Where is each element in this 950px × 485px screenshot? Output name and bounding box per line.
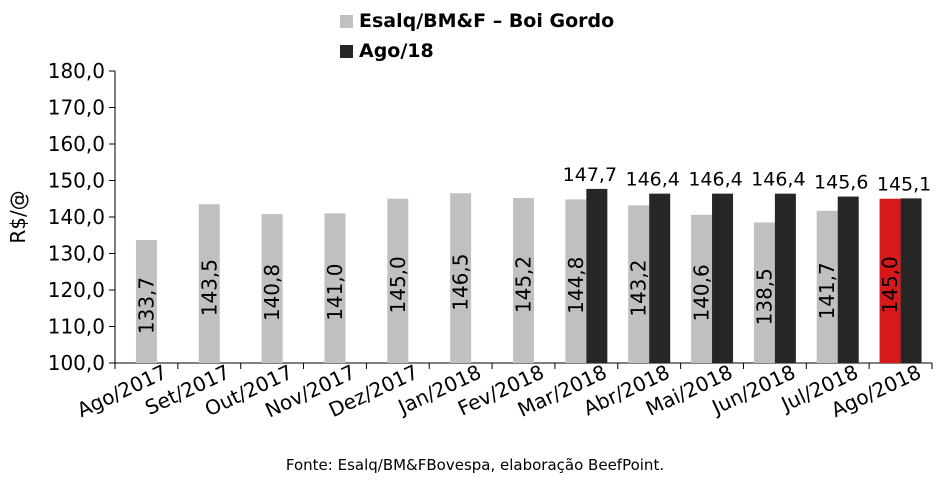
data-label-esalq: 145,0 bbox=[878, 256, 902, 313]
legend-label-esalq: Esalq/BM&F – Boi Gordo bbox=[359, 10, 615, 32]
bar-esalq bbox=[691, 214, 713, 363]
data-label-esalq: 143,5 bbox=[197, 259, 221, 316]
bar-esalq bbox=[135, 239, 157, 363]
data-label-ago18: 146,4 bbox=[688, 169, 742, 191]
bar-esalq bbox=[261, 214, 283, 363]
data-label-esalq: 143,2 bbox=[627, 260, 651, 317]
y-tick-label: 160,0 bbox=[48, 132, 105, 156]
data-label-ago18: 147,7 bbox=[563, 164, 617, 186]
data-label-esalq: 145,0 bbox=[386, 256, 410, 313]
bar-ago18 bbox=[586, 188, 608, 363]
y-tick-label: 130,0 bbox=[48, 242, 105, 266]
legend-swatch-esalq bbox=[340, 14, 353, 28]
bar-esalq bbox=[753, 222, 775, 363]
chart-legend: Esalq/BM&F – Boi Gordo Ago/18 bbox=[340, 6, 614, 66]
bar-ago18 bbox=[712, 193, 734, 363]
y-tick-label: 180,0 bbox=[48, 59, 105, 83]
bar-esalq bbox=[324, 213, 346, 363]
bar-esalq bbox=[198, 204, 220, 363]
data-label-esalq: 144,8 bbox=[564, 257, 588, 314]
y-tick-label: 170,0 bbox=[48, 96, 105, 120]
data-label-ago18: 146,4 bbox=[625, 169, 679, 191]
bar-esalq bbox=[387, 198, 409, 363]
y-tick-label: 110,0 bbox=[48, 315, 105, 339]
bar-esalq bbox=[450, 193, 472, 363]
data-label-esalq: 133,7 bbox=[134, 277, 158, 334]
y-tick-label: 120,0 bbox=[48, 278, 105, 302]
data-label-ago18: 145,6 bbox=[814, 172, 868, 194]
data-label-ago18: 146,4 bbox=[751, 169, 805, 191]
y-axis-label: R$/@ bbox=[6, 190, 30, 243]
data-label-esalq: 140,6 bbox=[690, 264, 714, 321]
legend-item-esalq: Esalq/BM&F – Boi Gordo bbox=[340, 6, 614, 36]
legend-item-ago18: Ago/18 bbox=[340, 36, 614, 66]
bar-esalq bbox=[628, 205, 650, 363]
data-label-esalq: 140,8 bbox=[260, 264, 284, 321]
bar-esalq bbox=[816, 210, 838, 363]
y-tick-label: 140,0 bbox=[48, 205, 105, 229]
data-label-ago18: 145,1 bbox=[877, 173, 931, 195]
bar-esalq bbox=[879, 198, 901, 363]
source-note: Fonte: Esalq/BM&FBovespa, elaboração Bee… bbox=[285, 456, 665, 474]
data-label-esalq: 141,7 bbox=[815, 262, 839, 319]
data-label-esalq: 141,0 bbox=[323, 264, 347, 321]
data-label-esalq: 138,5 bbox=[752, 268, 776, 325]
bar-ago18 bbox=[837, 196, 859, 363]
legend-label-ago18: Ago/18 bbox=[359, 40, 434, 62]
data-label-esalq: 145,2 bbox=[512, 256, 536, 313]
bar-ago18 bbox=[774, 193, 796, 363]
y-tick-label: 150,0 bbox=[48, 169, 105, 193]
legend-swatch-ago18 bbox=[340, 44, 353, 58]
data-label-esalq: 146,5 bbox=[449, 254, 473, 311]
bar-esalq bbox=[513, 198, 534, 363]
y-tick-label: 100,0 bbox=[48, 351, 105, 375]
bar-ago18 bbox=[649, 193, 671, 363]
bar-ago18 bbox=[900, 198, 922, 363]
bar-esalq bbox=[565, 199, 587, 363]
